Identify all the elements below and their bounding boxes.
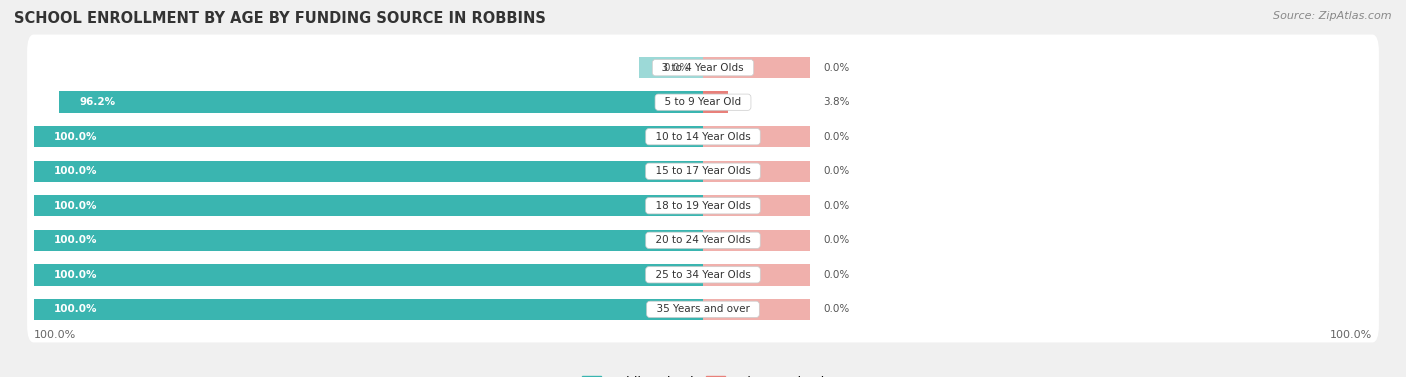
Text: 0.0%: 0.0%	[824, 235, 849, 245]
Bar	[34, 230, 703, 251]
Bar	[703, 195, 810, 216]
Legend: Public School, Private School: Public School, Private School	[582, 375, 824, 377]
FancyBboxPatch shape	[27, 173, 1379, 239]
Text: 0.0%: 0.0%	[824, 201, 849, 211]
Text: Source: ZipAtlas.com: Source: ZipAtlas.com	[1274, 11, 1392, 21]
Text: 5 to 9 Year Old: 5 to 9 Year Old	[658, 97, 748, 107]
Text: 0.0%: 0.0%	[824, 166, 849, 176]
Text: 100.0%: 100.0%	[53, 201, 97, 211]
Text: 10 to 14 Year Olds: 10 to 14 Year Olds	[650, 132, 756, 142]
Text: 18 to 19 Year Olds: 18 to 19 Year Olds	[648, 201, 758, 211]
Text: 0.0%: 0.0%	[664, 63, 689, 73]
Text: SCHOOL ENROLLMENT BY AGE BY FUNDING SOURCE IN ROBBINS: SCHOOL ENROLLMENT BY AGE BY FUNDING SOUR…	[14, 11, 546, 26]
Text: 3 to 4 Year Olds: 3 to 4 Year Olds	[655, 63, 751, 73]
FancyBboxPatch shape	[27, 242, 1379, 308]
Text: 25 to 34 Year Olds: 25 to 34 Year Olds	[648, 270, 758, 280]
Bar	[34, 264, 703, 285]
FancyBboxPatch shape	[27, 104, 1379, 170]
Text: 35 Years and over: 35 Years and over	[650, 304, 756, 314]
Bar	[703, 161, 810, 182]
Text: 100.0%: 100.0%	[53, 235, 97, 245]
Bar	[703, 92, 728, 113]
Bar	[703, 264, 810, 285]
FancyBboxPatch shape	[27, 276, 1379, 342]
Text: 100.0%: 100.0%	[1330, 330, 1372, 340]
Text: 100.0%: 100.0%	[53, 166, 97, 176]
Text: 0.0%: 0.0%	[824, 63, 849, 73]
Bar	[34, 195, 703, 216]
Bar	[59, 92, 703, 113]
Text: 20 to 24 Year Olds: 20 to 24 Year Olds	[650, 235, 756, 245]
Bar	[34, 161, 703, 182]
Bar	[34, 126, 703, 147]
Text: 100.0%: 100.0%	[34, 330, 76, 340]
Text: 3.8%: 3.8%	[824, 97, 851, 107]
Bar	[703, 230, 810, 251]
Text: 0.0%: 0.0%	[824, 132, 849, 142]
Bar	[703, 126, 810, 147]
FancyBboxPatch shape	[27, 207, 1379, 273]
Text: 96.2%: 96.2%	[79, 97, 115, 107]
Text: 100.0%: 100.0%	[53, 304, 97, 314]
Text: 100.0%: 100.0%	[53, 132, 97, 142]
Text: 0.0%: 0.0%	[824, 270, 849, 280]
Bar	[703, 57, 810, 78]
FancyBboxPatch shape	[27, 35, 1379, 101]
Bar	[34, 299, 703, 320]
FancyBboxPatch shape	[27, 138, 1379, 204]
Text: 15 to 17 Year Olds: 15 to 17 Year Olds	[648, 166, 758, 176]
Bar	[703, 299, 810, 320]
Text: 100.0%: 100.0%	[53, 270, 97, 280]
Bar	[638, 57, 703, 78]
Text: 0.0%: 0.0%	[824, 304, 849, 314]
FancyBboxPatch shape	[27, 69, 1379, 135]
